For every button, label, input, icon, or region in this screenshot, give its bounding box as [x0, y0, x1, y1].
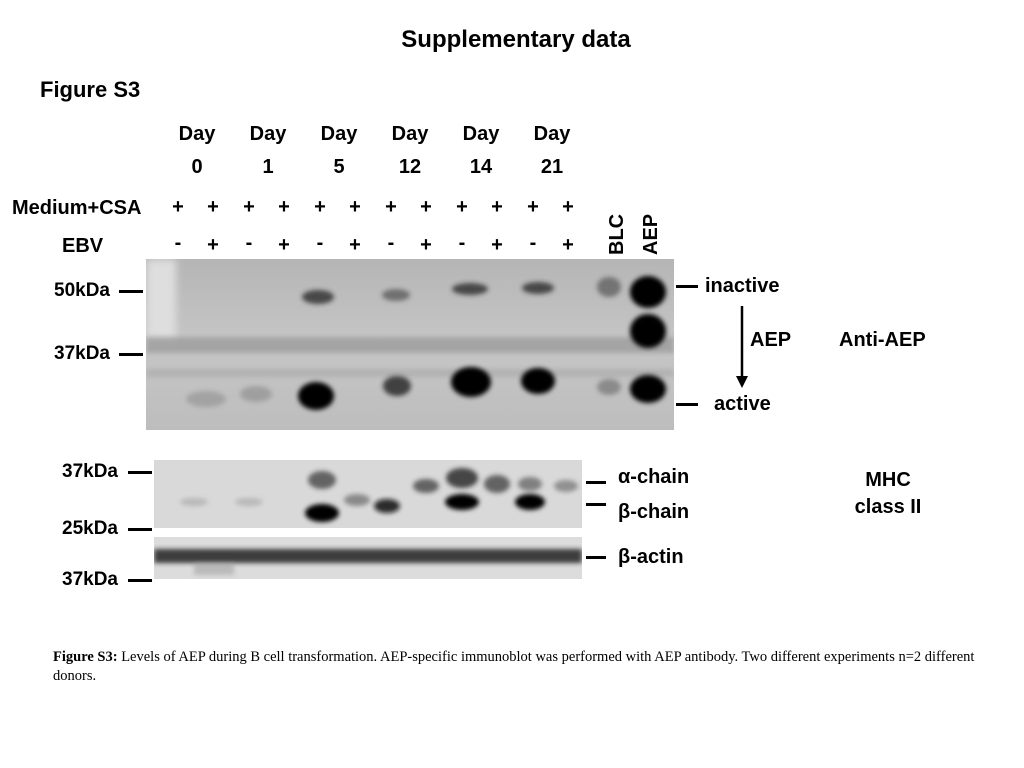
ebv-sign: +	[349, 234, 361, 256]
figure-label: Figure S3	[40, 77, 141, 102]
medium-sign: +	[207, 196, 219, 218]
day-header-number: 21	[540, 156, 564, 178]
marker-tick	[128, 528, 152, 531]
ebv-sign: +	[207, 234, 219, 256]
marker-tick	[128, 579, 152, 582]
lane-label-blc: BLC	[606, 213, 628, 255]
marker-tick	[119, 353, 143, 356]
figure-caption: Figure S3: Levels of AEP during B cell t…	[53, 648, 978, 686]
medium-csa-label: Medium+CSA	[12, 197, 142, 219]
ebv-sign: -	[245, 232, 253, 254]
ebv-sign: +	[562, 234, 574, 256]
medium-sign: +	[172, 196, 184, 218]
mhc-group-label: class II	[854, 496, 922, 518]
day-header-number: 5	[333, 156, 345, 178]
day-header-number: 12	[398, 156, 422, 178]
aep-immunoblot	[146, 259, 674, 430]
day-header-word: Day	[249, 123, 287, 145]
medium-sign: +	[278, 196, 290, 218]
ebv-sign: -	[387, 232, 395, 254]
beta-chain-tick	[586, 503, 606, 506]
day-header-number: 0	[191, 156, 203, 178]
alpha-chain-tick	[586, 481, 606, 484]
day-header-word: Day	[533, 123, 571, 145]
down-arrow-icon	[736, 306, 748, 388]
mhc-group-label: MHC	[865, 469, 911, 491]
medium-sign: +	[314, 196, 326, 218]
active-label: active	[714, 393, 771, 415]
aep-arrow-label: AEP	[750, 329, 792, 351]
ebv-sign: -	[458, 232, 466, 254]
ebv-sign: -	[174, 232, 182, 254]
marker-tick	[128, 471, 152, 474]
day-header-word: Day	[178, 123, 216, 145]
caption-text: Levels of AEP during B cell transformati…	[53, 649, 975, 684]
day-header-number: 14	[469, 156, 493, 178]
medium-sign: +	[243, 196, 255, 218]
lane-label-aep: AEP	[640, 213, 662, 255]
actin-tick	[586, 556, 606, 559]
marker-37kda: 37kDa	[54, 343, 110, 364]
day-header-number: 1	[262, 156, 274, 178]
ebv-sign: -	[316, 232, 324, 254]
inactive-label: inactive	[705, 275, 780, 297]
ebv-label: EBV	[62, 235, 104, 257]
caption-lead: Figure S3:	[53, 649, 118, 665]
day-header-word: Day	[462, 123, 500, 145]
medium-sign: +	[420, 196, 432, 218]
medium-sign: +	[562, 196, 574, 218]
beta-actin-label: β-actin	[618, 546, 684, 568]
day-header-word: Day	[320, 123, 358, 145]
mhc-immunoblot	[154, 460, 582, 528]
marker-50kda: 50kDa	[54, 280, 110, 301]
medium-sign: +	[491, 196, 503, 218]
page-title: Supplementary data	[401, 26, 631, 53]
marker-37kda: 37kDa	[62, 461, 118, 482]
medium-sign: +	[385, 196, 397, 218]
medium-sign: +	[349, 196, 361, 218]
mhc-blot-image	[154, 460, 582, 528]
ebv-sign: +	[278, 234, 290, 256]
active-tick	[676, 403, 698, 406]
medium-sign: +	[456, 196, 468, 218]
day-header-word: Day	[391, 123, 429, 145]
inactive-tick	[676, 285, 698, 288]
aep-blot-image	[146, 259, 674, 430]
actin-immunoblot	[154, 537, 582, 579]
actin-blot-image	[154, 537, 582, 579]
ebv-sign: +	[420, 234, 432, 256]
marker-37kda: 37kDa	[62, 569, 118, 590]
medium-sign: +	[527, 196, 539, 218]
beta-chain-label: β-chain	[618, 501, 690, 523]
ebv-sign: -	[529, 232, 537, 254]
antibody-label: Anti-AEP	[839, 329, 926, 351]
marker-25kda: 25kDa	[62, 518, 118, 539]
marker-tick	[119, 290, 143, 293]
ebv-sign: +	[491, 234, 503, 256]
alpha-chain-label: α-chain	[618, 466, 690, 488]
